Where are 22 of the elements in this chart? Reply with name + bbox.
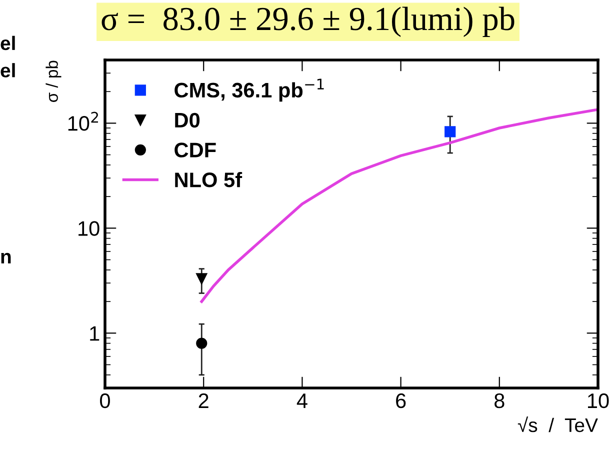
chart-title: σ = 83.0 ± 29.6 ± 9.1(lumi) pb: [102, 6, 514, 38]
text: el: [0, 36, 15, 50]
text: n: [1, 252, 11, 264]
x-axis-title: √s / TeV: [518, 416, 598, 432]
point: [444, 126, 456, 138]
x-tick-label: 10: [588, 393, 609, 408]
y-tick-label: 10$^{2}$: [68, 112, 98, 131]
x-tick-label: 8: [494, 393, 504, 408]
point: [196, 338, 208, 349]
y-tick-label: 1: [90, 326, 100, 341]
y-axis-title: σ / pb: [46, 60, 62, 102]
y-tick-label: 10: [78, 221, 100, 236]
x-tick-label: 0: [100, 393, 110, 408]
text: el: [0, 63, 15, 78]
legend-label: NLO 5f: [175, 172, 242, 188]
point: [196, 273, 208, 284]
x-tick-label: 4: [296, 394, 308, 408]
legend-label: D0: [175, 112, 200, 128]
x-tick-label: 2: [198, 393, 208, 408]
legend-label: CMS, 36.1 pb$^{−1}$: [174, 78, 324, 102]
x-tick-label: 6: [396, 393, 406, 408]
legend-label: CDF: [174, 142, 216, 158]
